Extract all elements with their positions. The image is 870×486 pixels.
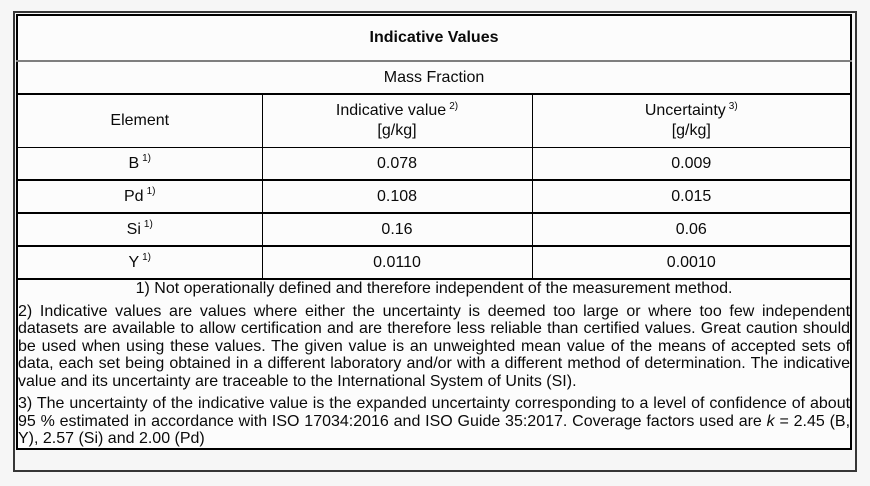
column-header-indicative-value: Indicative value 2) [g/kg] [261,94,532,148]
element-symbol: B [128,154,140,172]
indicative-value-cell: 0.078 [261,147,532,181]
outer-frame: Indicative Values Mass Fraction Element … [13,11,857,472]
uncertainty-cell: 0.009 [531,147,852,181]
element-header-label: Element [110,112,170,129]
footnote-2: 2) Indicative values are values where ei… [18,302,851,390]
indicative-value-unit: [g/kg] [377,122,417,139]
element-cell: Y 1) [17,246,262,280]
element-cell: B 1) [17,147,262,181]
indicative-value-note-ref: 2) [449,100,459,112]
table-subtitle: Mass Fraction [17,61,852,95]
column-header-element: Element [17,94,262,148]
column-header-row: Element Indicative value 2) [g/kg] Uncert… [17,94,852,148]
footnotes-row: 1) Not operationally defined and therefo… [17,279,851,449]
column-header-uncertainty: Uncertainty 3) [g/kg] [531,94,852,148]
indicative-values-table: Indicative Values Mass Fraction Element … [16,14,853,450]
element-symbol: Si [126,220,141,238]
table-title: Indicative Values [17,15,852,62]
indicative-value-cell: 0.16 [261,213,532,247]
table-row-si: Si 1) 0.16 0.06 [17,213,852,247]
element-symbol: Pd [124,187,144,205]
title-row: Indicative Values [17,15,852,62]
element-note-ref: 1) [142,252,152,264]
indicative-value-cell: 0.108 [261,180,532,214]
element-cell: Pd 1) [17,180,262,214]
uncertainty-cell: 0.06 [531,213,852,247]
element-cell: Si 1) [17,213,262,247]
footnote-1: 1) Not operationally defined and therefo… [135,280,733,297]
footnotes-section: 1) Not operationally defined and therefo… [17,279,851,449]
table-row-pd: Pd 1) 0.108 0.015 [17,180,852,214]
element-note-ref: 1) [142,153,152,165]
footnote-3: 3) The uncertainty of the indicative val… [18,395,850,448]
element-note-ref: 1) [146,186,156,198]
indicative-value-header-label: Indicative value [335,102,447,119]
table-row-b: B 1) 0.078 0.009 [17,147,852,181]
uncertainty-unit: [g/kg] [671,122,711,139]
element-note-ref: 1) [143,219,153,231]
element-symbol: Y [128,253,140,271]
footnote-3-text-end: = 2.45 (B, Y), 2.57 (Si) and 2.00 (Pd) [18,412,851,448]
coverage-factor-symbol: k [766,412,775,430]
uncertainty-cell: 0.0010 [531,246,852,280]
subtitle-row: Mass Fraction [17,61,852,95]
uncertainty-note-ref: 3) [728,100,738,112]
footnote-3-text: 3) The uncertainty of the indicative val… [18,395,851,430]
uncertainty-header-label: Uncertainty [644,102,726,119]
table-row-y: Y 1) 0.0110 0.0010 [17,246,852,280]
indicative-value-cell: 0.0110 [261,246,532,280]
uncertainty-cell: 0.015 [531,180,852,214]
